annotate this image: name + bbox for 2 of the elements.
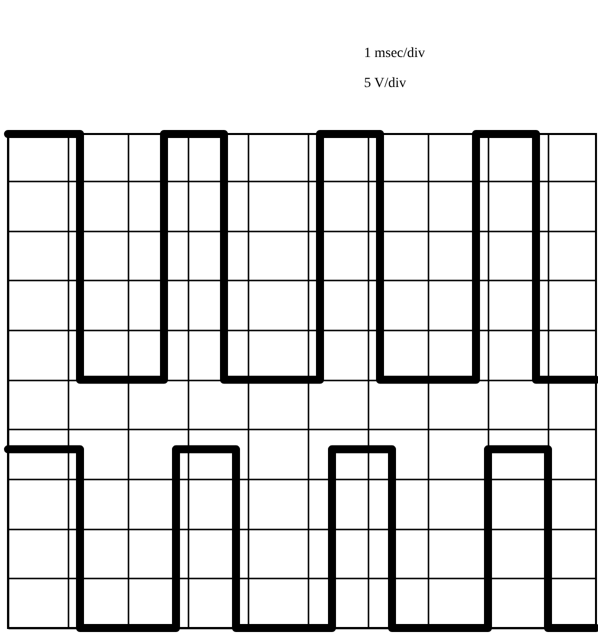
text: 5 V/div (364, 76, 406, 91)
text: 1 msec/div (364, 46, 426, 61)
